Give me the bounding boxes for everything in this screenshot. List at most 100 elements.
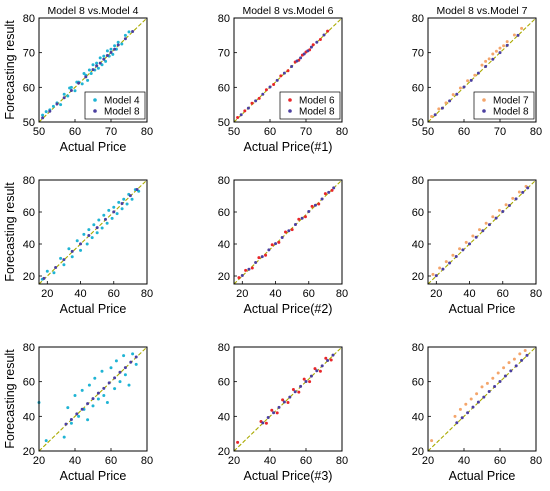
data-point [512, 357, 516, 361]
data-point [44, 439, 48, 443]
data-point [73, 394, 77, 398]
data-point [514, 364, 518, 368]
scatter-panel: 20 40 60 80 20 40 60 80 Actual Price Forecasting … [3, 342, 153, 483]
data-point [455, 92, 459, 96]
plot-area-frame [427, 346, 537, 452]
data-point [120, 207, 124, 211]
diagonal-reference-line [427, 179, 537, 285]
plot-area-frame [233, 179, 343, 285]
data-point [92, 223, 96, 227]
diagonal-reference-line [233, 346, 343, 452]
x-tick-label: 60 [105, 455, 117, 467]
data-point [494, 216, 498, 220]
data-point [502, 366, 506, 370]
data-point [324, 356, 328, 360]
data-point [302, 377, 306, 381]
data-point [86, 402, 90, 406]
data-point [311, 43, 315, 47]
data-point [107, 381, 111, 385]
data-point [90, 236, 94, 240]
y-tick-label: 60 [412, 82, 424, 94]
y-tick-label: 60 [218, 377, 230, 389]
data-point [317, 202, 321, 206]
x-tick-label: 50 [228, 126, 240, 138]
data-point [240, 274, 244, 278]
x-tick-label: 40 [269, 288, 281, 300]
x-tick-label: 80 [530, 455, 542, 467]
data-point [330, 188, 334, 192]
data-point [264, 253, 268, 257]
data-point [313, 367, 317, 371]
data-point [280, 235, 284, 239]
data-point [54, 266, 58, 270]
y-tick-label: 40 [218, 239, 230, 251]
data-point [246, 106, 250, 110]
data-point [476, 71, 480, 75]
data-point [62, 258, 66, 262]
data-point [498, 51, 502, 55]
data-point [293, 222, 297, 226]
data-point [430, 114, 434, 118]
data-point [80, 388, 84, 392]
data-point [97, 218, 101, 222]
data-point [51, 104, 55, 108]
y-tick-label: 40 [23, 239, 35, 251]
data-point [502, 44, 506, 48]
data-point [279, 74, 283, 78]
data-point [286, 400, 290, 404]
data-point [84, 75, 88, 79]
x-tick-label: 60 [497, 288, 509, 300]
data-point [468, 242, 472, 246]
data-point [484, 65, 488, 69]
data-point [480, 385, 484, 389]
data-point [123, 366, 127, 370]
data-point [326, 29, 330, 33]
data-point [281, 398, 285, 402]
data-point [52, 271, 56, 275]
data-point [318, 369, 322, 373]
data-point [329, 358, 333, 362]
data-point [128, 194, 132, 198]
plot-area-frame [233, 346, 343, 452]
data-point [304, 379, 308, 383]
data-point [322, 33, 326, 37]
data-point [291, 387, 295, 391]
data-point [59, 256, 63, 260]
data-point [302, 52, 306, 56]
data-point [247, 267, 251, 271]
data-point [461, 248, 465, 252]
data-point [89, 71, 93, 75]
data-point [257, 96, 261, 100]
data-point [320, 197, 324, 201]
diagonal-reference-line [233, 179, 343, 285]
data-point [482, 395, 486, 399]
data-point [243, 109, 247, 113]
y-tick-label: 60 [23, 82, 35, 94]
data-point [306, 49, 310, 53]
data-point [236, 440, 240, 444]
x-axis-label: Actual Price [60, 469, 127, 483]
data-point [115, 212, 119, 216]
data-point [307, 210, 311, 214]
data-point [86, 78, 90, 82]
y-tick-label: 20 [218, 271, 230, 283]
x-tick-label: 40 [74, 288, 86, 300]
data-point [117, 200, 121, 204]
y-axis-label: Forecasting result [3, 349, 17, 449]
data-point [491, 376, 495, 380]
y-tick-label: 20 [412, 446, 424, 458]
data-point [318, 37, 322, 41]
data-point [75, 239, 79, 243]
x-tick-label: 40 [463, 288, 475, 300]
data-point [448, 261, 452, 265]
data-point [105, 53, 109, 57]
data-point [270, 243, 274, 247]
data-point [266, 416, 270, 420]
x-tick-label: 20 [236, 288, 248, 300]
data-point [66, 94, 70, 98]
data-point [444, 260, 448, 264]
data-point [487, 223, 491, 227]
data-point [69, 85, 73, 89]
